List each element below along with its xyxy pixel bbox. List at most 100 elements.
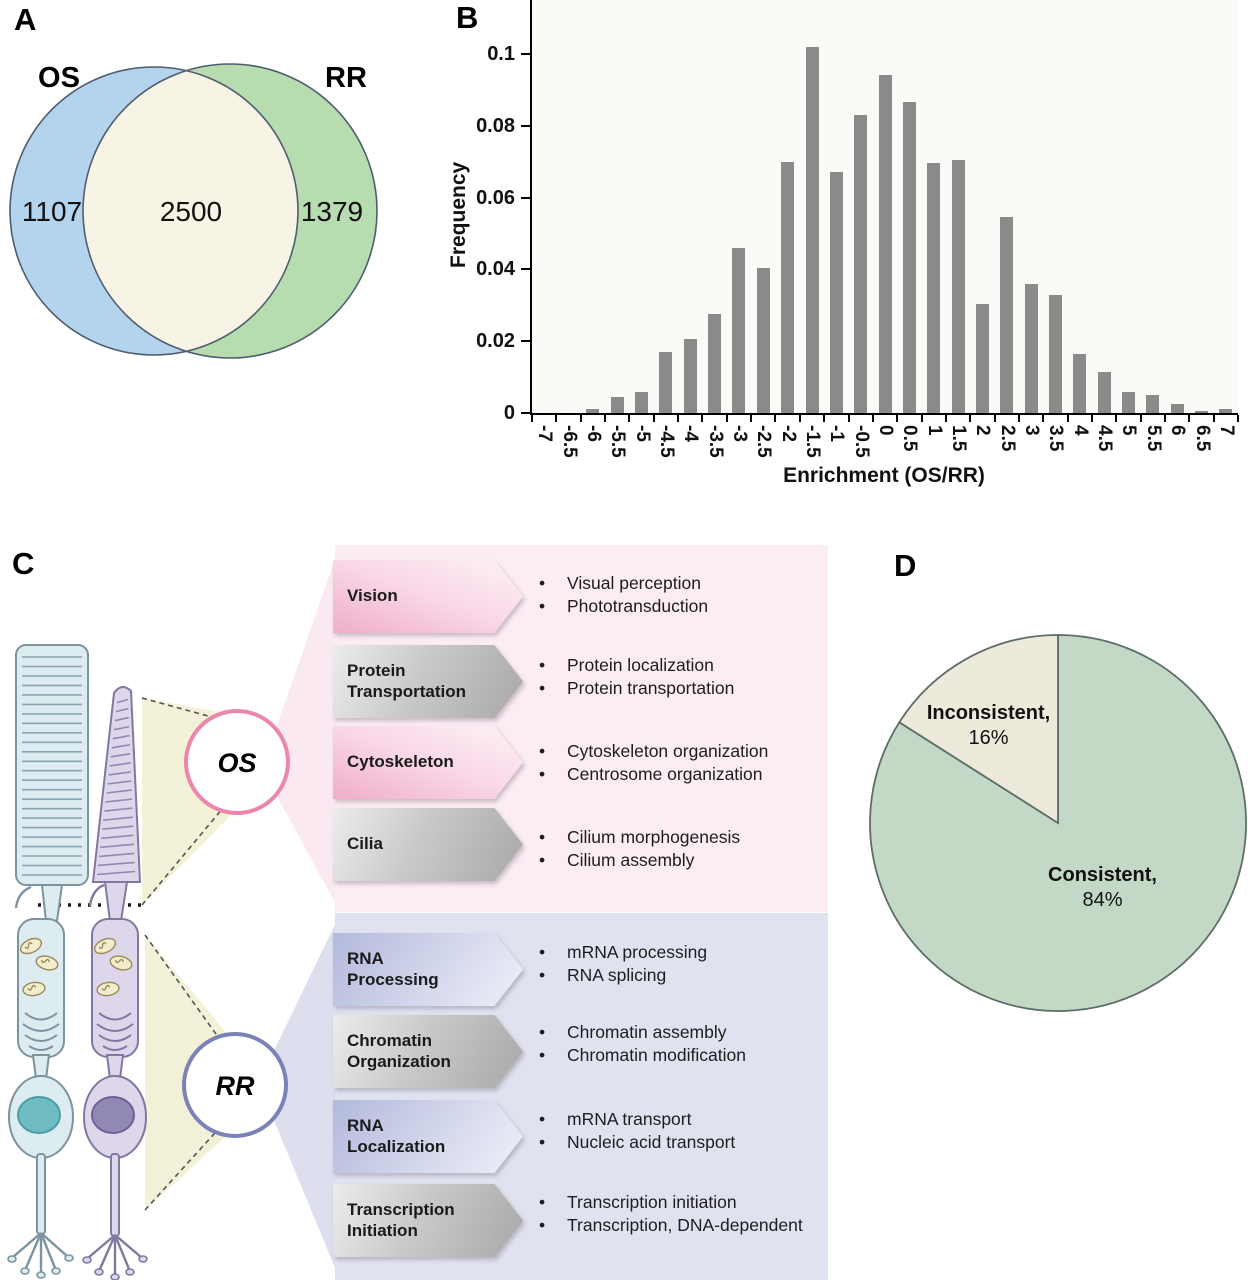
venn-os-label: OS bbox=[38, 62, 80, 94]
y-tick-label: 0.06 bbox=[476, 186, 515, 209]
x-tick bbox=[725, 415, 728, 422]
blue-cilium-neck bbox=[40, 884, 64, 922]
x-tick-label: 2 bbox=[972, 425, 994, 436]
bullet-text: Cilium morphogenesis bbox=[567, 827, 741, 847]
category-arrow-cytoskeleton: Cytoskeleton bbox=[333, 726, 523, 799]
pie-slice-inconsistent bbox=[898, 634, 1059, 825]
bullet-text: Transcription initiation bbox=[567, 1192, 737, 1212]
histogram-bar bbox=[854, 114, 868, 413]
x-tick bbox=[920, 415, 923, 422]
bullets-rna-processing: mRNA processing RNA splicing bbox=[536, 941, 830, 987]
y-tick-label: 0.02 bbox=[476, 330, 515, 353]
x-tick-label: 2.5 bbox=[996, 425, 1018, 452]
x-tick-label: -3 bbox=[728, 425, 750, 442]
arrow-label: Vision bbox=[347, 586, 398, 606]
x-tick bbox=[1164, 415, 1166, 422]
x-tick-label: -0.5 bbox=[850, 425, 872, 458]
panel-c-letter: C bbox=[12, 546, 35, 581]
arrow-label: Cytoskeleton bbox=[347, 752, 454, 772]
bullet-item: Transcription, DNA-dependent bbox=[536, 1214, 830, 1237]
x-tick-label: 1.5 bbox=[948, 425, 969, 452]
x-tick bbox=[1237, 415, 1239, 422]
bullet-item: Protein localization bbox=[536, 654, 830, 677]
bullet-item: Cytoskeleton organization bbox=[536, 740, 830, 763]
histogram-bar bbox=[1219, 409, 1233, 413]
x-tick-label: 3 bbox=[1021, 425, 1043, 436]
venn-os-count: 1107 bbox=[22, 196, 82, 227]
bullet-item: mRNA processing bbox=[536, 941, 830, 964]
histogram-bar bbox=[1048, 294, 1062, 413]
purple-hook bbox=[88, 883, 105, 907]
category-arrow-transcription-initiation: Transcription Initiation bbox=[333, 1184, 523, 1257]
histogram-bar bbox=[732, 247, 746, 413]
histogram-bar bbox=[1170, 404, 1184, 413]
category-arrow-rna-processing: RNA Processing bbox=[333, 933, 523, 1006]
x-tick bbox=[604, 415, 606, 422]
histogram-plot bbox=[530, 0, 1238, 415]
bullets-cytoskeleton: Cytoskeleton organization Centrosome org… bbox=[536, 740, 830, 786]
bullet-text: Protein transportation bbox=[567, 678, 735, 698]
arrow-label: Cilia bbox=[347, 834, 383, 854]
histogram-bar bbox=[951, 159, 965, 413]
os-circle-label: OS bbox=[217, 748, 256, 778]
histogram-bar bbox=[1097, 371, 1111, 413]
histogram-bar bbox=[1195, 411, 1208, 413]
histogram-bar bbox=[756, 267, 770, 413]
blue-hook bbox=[14, 885, 32, 909]
pie-chart bbox=[869, 634, 1247, 1012]
x-tick bbox=[823, 415, 826, 422]
bullet-item: Visual perception bbox=[536, 572, 830, 595]
pie-label-consistent: Consistent, 84% bbox=[1010, 863, 1195, 913]
x-tick-label: -7 bbox=[534, 425, 556, 442]
rr-lavender-beam bbox=[271, 914, 340, 1280]
blue-outer-segment bbox=[15, 644, 89, 886]
bullet-text: Nucleic acid transport bbox=[567, 1132, 736, 1152]
pie-label-pct: 16% bbox=[968, 727, 1009, 749]
x-tick bbox=[555, 415, 558, 422]
blue-outer-segment-stripes bbox=[22, 656, 82, 876]
bullet-item: Chromatin modification bbox=[536, 1044, 830, 1067]
rr-circle bbox=[182, 1032, 288, 1138]
histogram-x-axis: -7 -6.5 -6 -5.5 -5 -4.5 -4 -3.5 -3 -2.5 -2 -1.5 -1 -0… bbox=[0, 415, 1248, 505]
x-tick-label: 3.5 bbox=[1045, 425, 1067, 452]
x-tick-label: 5.5 bbox=[1142, 425, 1164, 452]
purple-synaptic-feet bbox=[87, 1234, 142, 1274]
venn-rr-label: RR bbox=[325, 62, 367, 94]
x-tick bbox=[628, 415, 631, 422]
purple-axon bbox=[110, 1153, 120, 1237]
x-tick bbox=[1212, 415, 1215, 422]
purple-mitochondria bbox=[93, 937, 133, 997]
pie-label-pct: 84% bbox=[1082, 889, 1123, 911]
blue-er-swirls bbox=[22, 1012, 60, 1051]
bullet-item: Phototransduction bbox=[536, 595, 830, 618]
rr-circle-label: RR bbox=[216, 1071, 255, 1101]
x-tick-label: 1 bbox=[923, 425, 945, 436]
bullet-item: RNA splicing bbox=[536, 964, 830, 987]
x-tick bbox=[847, 415, 850, 422]
rr-fan-dashed-bottom bbox=[144, 1122, 225, 1211]
x-tick-label: 0.5 bbox=[899, 425, 921, 452]
x-tick bbox=[993, 415, 996, 422]
histogram-bar bbox=[781, 161, 795, 413]
x-tick bbox=[531, 415, 533, 422]
purple-cilium-neck bbox=[103, 881, 129, 922]
x-tick-label: -5.5 bbox=[607, 425, 629, 458]
venn-circle-rr-outline bbox=[82, 63, 378, 359]
blue-axon bbox=[36, 1153, 46, 1235]
bullets-vision: Visual perception Phototransduction bbox=[536, 572, 830, 618]
x-tick bbox=[1115, 415, 1118, 422]
x-tick bbox=[1066, 415, 1069, 422]
y-tick-label: 0.1 bbox=[487, 42, 515, 65]
arrow-label: RNA Localization bbox=[347, 1116, 446, 1156]
bullet-text: Cilium assembly bbox=[567, 850, 695, 870]
bullets-cilia: Cilium morphogenesis Cilium assembly bbox=[536, 826, 830, 872]
bullets-transcription-initiation: Transcription initiation Transcription, … bbox=[536, 1191, 830, 1237]
histogram-bar bbox=[659, 351, 673, 413]
x-tick bbox=[871, 415, 874, 422]
histogram-bar bbox=[1146, 395, 1160, 413]
panel-d-letter: D bbox=[894, 548, 917, 583]
x-tick-label: -4.5 bbox=[655, 425, 677, 458]
histogram-bar bbox=[635, 391, 649, 413]
histogram-bar bbox=[708, 314, 722, 413]
bullet-item: Centrosome organization bbox=[536, 763, 830, 786]
